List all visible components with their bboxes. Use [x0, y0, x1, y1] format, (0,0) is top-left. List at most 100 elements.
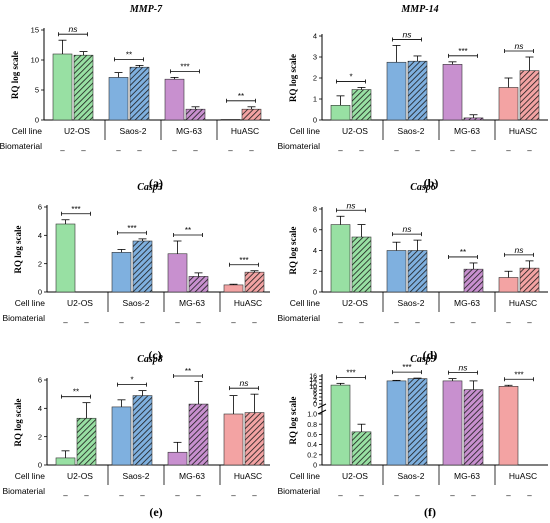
y-tick-label: 0: [38, 288, 42, 297]
x-group-label: Saos-2: [123, 471, 150, 481]
biomaterial-dash: –: [527, 318, 532, 327]
significance-label: ***: [346, 368, 355, 377]
biomaterial-dash: –: [175, 491, 180, 500]
bar-hatch: [408, 378, 427, 465]
biomaterial-dash: –: [338, 146, 343, 155]
bar-mg-63-control: [442, 64, 463, 121]
y-tick-label: 2: [38, 259, 42, 268]
significance-label: ns: [515, 41, 525, 51]
bar-hatch: [352, 431, 371, 465]
significance-label: **: [126, 50, 132, 59]
x-group-label: MG-63: [176, 126, 202, 136]
biomaterial-dash: –: [63, 318, 68, 327]
y-tick-label: 15: [31, 26, 39, 35]
biomaterial-dash: –: [506, 318, 511, 327]
bar-saos-2-control: [386, 380, 407, 466]
x-group-label: Saos-2: [398, 126, 425, 136]
biomaterial-dash: –: [172, 146, 177, 155]
y-axis-label: RQ log scale: [288, 54, 298, 102]
y-tick-label: 0: [313, 288, 317, 297]
biomaterial-dash: –: [506, 491, 511, 500]
biomaterial-dash: –: [116, 146, 121, 155]
bar-hatch: [74, 55, 93, 121]
bar-hatch: [464, 269, 483, 292]
y-tick-label: 6: [38, 203, 42, 212]
x-group-label: HuASC: [509, 471, 537, 481]
biomaterial-dash: –: [359, 491, 364, 500]
x-group-label: Saos-2: [398, 471, 425, 481]
biomaterial-dash: –: [415, 491, 420, 500]
bar-hatch: [189, 276, 208, 292]
significance-label: ns: [69, 24, 79, 34]
biomaterial-dash: –: [196, 318, 201, 327]
y-tick-label: 8: [313, 205, 317, 214]
x-group-label: U2-OS: [64, 126, 90, 136]
y-tick-label: 4: [38, 231, 42, 240]
significance-label: **: [73, 388, 79, 397]
biomaterial-dash: –: [359, 146, 364, 155]
panel-letter: (d): [423, 348, 438, 362]
axis-break-gap: [316, 405, 544, 413]
chart-title: Casp3: [137, 182, 163, 193]
bar-saos-2-control: [386, 250, 407, 293]
biomaterial-dash: –: [527, 491, 532, 500]
row-label-biomaterial: Biomaterial: [2, 313, 45, 323]
biomaterial-dash: –: [506, 146, 511, 155]
x-group-label: U2-OS: [342, 126, 368, 136]
y-axis-label: RQ log scale: [13, 226, 23, 274]
bar-hatch: [245, 272, 264, 292]
chart-panel-4: Casp6 RQ log scale 0 2 4 6 8 ns U2-OS – – ns Saos-2 –…: [277, 182, 548, 362]
y-tick-label: 14: [309, 377, 317, 384]
y-tick-label: 0: [313, 116, 317, 125]
chart-panel-2: MMP-14 RQ log scale 0 1 2 3 4 * U2-OS – – ns Saos-2 –…: [277, 4, 548, 190]
biomaterial-dash: –: [81, 146, 86, 155]
y-tick-label: 4: [38, 404, 42, 413]
biomaterial-dash: –: [415, 146, 420, 155]
x-group-label: HuASC: [231, 126, 259, 136]
bar-mg-63-control: [164, 78, 185, 121]
y-tick-label: 5: [35, 86, 39, 95]
biomaterial-dash: –: [338, 318, 343, 327]
x-group-label: U2-OS: [67, 298, 93, 308]
y-tick-label: 0.2: [307, 452, 317, 459]
y-tick-label: 4: [313, 395, 317, 402]
biomaterial-dash: –: [471, 146, 476, 155]
panel-letter: (b): [424, 176, 439, 190]
biomaterial-dash: –: [119, 318, 124, 327]
significance-label: **: [238, 92, 244, 101]
bar-hatch: [133, 395, 152, 465]
biomaterial-dash: –: [359, 318, 364, 327]
y-tick-label: 4: [313, 32, 317, 41]
bar-saos-2-control: [108, 77, 129, 121]
x-group-label: U2-OS: [342, 298, 368, 308]
y-tick-label: 4: [313, 246, 317, 255]
significance-label: ns: [403, 29, 413, 39]
biomaterial-dash: –: [527, 146, 532, 155]
bar-hatch: [242, 109, 261, 120]
y-tick-label: 0: [35, 116, 39, 125]
x-group-label: HuASC: [509, 298, 537, 308]
bar-u2-os-control: [330, 384, 351, 466]
biomaterial-dash: –: [394, 491, 399, 500]
bar-hatch: [189, 404, 208, 465]
significance-label: ***: [239, 256, 248, 265]
bar-u2-os-control: [330, 224, 351, 293]
bar-huasc-control: [223, 413, 244, 466]
significance-label: **: [185, 226, 191, 235]
bar-u2-os-control: [55, 223, 76, 293]
y-tick-label: 6: [313, 391, 317, 398]
biomaterial-dash: –: [415, 318, 420, 327]
y-tick-label: 1.0: [307, 412, 317, 419]
row-label-cell-line: Cell line: [12, 126, 43, 136]
bar-hatch: [408, 250, 427, 292]
bar-hatch: [77, 418, 96, 465]
bar-hatch: [408, 61, 427, 120]
bar-saos-2-control: [111, 252, 132, 293]
bar-hatch: [464, 389, 483, 465]
bar-hatch: [520, 70, 539, 120]
biomaterial-dash: –: [394, 146, 399, 155]
biomaterial-dash: –: [338, 491, 343, 500]
bar-huasc-control: [498, 277, 519, 293]
significance-label: ***: [514, 370, 523, 379]
